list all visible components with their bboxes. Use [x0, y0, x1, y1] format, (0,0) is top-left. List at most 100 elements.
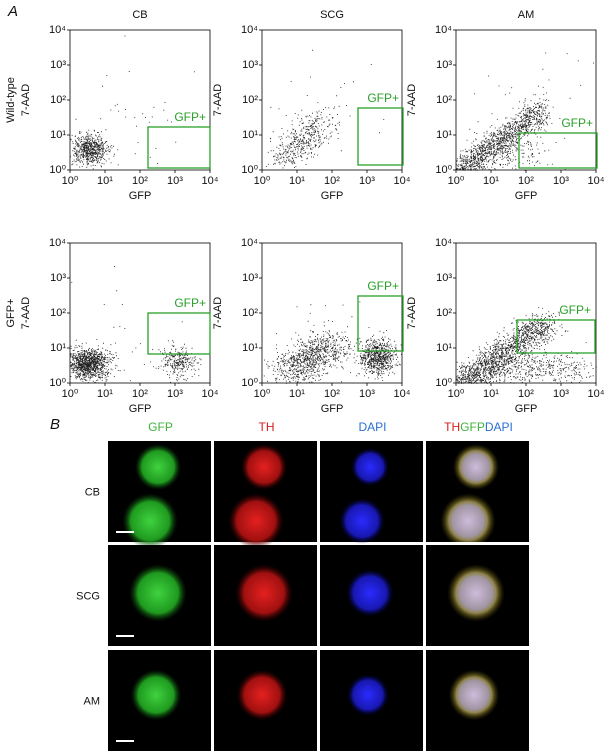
x-tick-label: 10¹ [483, 388, 499, 400]
y-tick-label: 10⁰ [435, 377, 452, 389]
cell-signal [122, 493, 178, 549]
cell-signal [235, 564, 293, 622]
x-tick-label: 10³ [167, 388, 183, 400]
gate-label: GFP+ [174, 296, 206, 310]
y-tick-label: 10² [242, 307, 258, 319]
cell-signal [339, 498, 385, 544]
event-dots [456, 52, 594, 171]
merge-title: THGFPDAPI [444, 420, 513, 434]
x-tick-label: 10⁴ [588, 175, 605, 187]
column-title: SCG [320, 9, 344, 21]
plot-frame [455, 29, 597, 171]
x-tick-label: 10⁴ [394, 388, 411, 400]
x-tick-label: 10² [132, 175, 148, 187]
y-tick-label: 10² [436, 307, 452, 319]
y-tick-label: 10⁴ [241, 24, 258, 36]
y-tick-label: 10³ [50, 59, 66, 71]
panel-label: B [50, 416, 60, 433]
x-tick-label: 10⁴ [588, 388, 605, 400]
y-axis-label: 7-AAD [20, 84, 32, 116]
x-axis-label: GFP [321, 190, 344, 202]
gate-label: GFP+ [559, 303, 591, 317]
y-tick-label: 10⁴ [241, 237, 258, 249]
x-tick-label: 10³ [167, 175, 183, 187]
cell-signal [236, 669, 288, 721]
y-tick-label: 10³ [436, 59, 452, 71]
channel-title: DAPI [358, 420, 386, 434]
y-tick-label: 10¹ [50, 342, 66, 354]
y-tick-label: 10⁰ [49, 164, 66, 176]
x-tick-label: 10¹ [97, 175, 113, 187]
x-tick-label: 10¹ [289, 175, 305, 187]
row-label: AM [84, 695, 101, 707]
event-dots [456, 307, 597, 384]
x-tick-label: 10⁰ [62, 175, 79, 187]
y-tick-label: 10² [436, 94, 452, 106]
x-axis-label: GFP [129, 190, 152, 202]
y-tick-label: 10¹ [242, 129, 258, 141]
y-tick-label: 10³ [436, 272, 452, 284]
gate [518, 132, 598, 169]
x-tick-label: 10² [132, 388, 148, 400]
gate [357, 107, 404, 166]
y-axis-label: 7-AAD [212, 84, 224, 116]
x-tick-label: 10¹ [289, 388, 305, 400]
y-tick-label: 10¹ [436, 342, 452, 354]
cell-signal [129, 564, 187, 622]
cell-signal [445, 498, 491, 544]
merge-part: DAPI [485, 420, 513, 434]
x-tick-label: 10⁰ [448, 175, 465, 187]
cell-signal [346, 569, 394, 617]
y-tick-label: 10¹ [242, 342, 258, 354]
gate-label: GFP+ [561, 116, 593, 130]
channel-title: TH [259, 420, 275, 434]
y-tick-label: 10⁴ [435, 24, 452, 36]
y-tick-label: 10¹ [50, 129, 66, 141]
x-tick-label: 10¹ [483, 175, 499, 187]
y-tick-label: 10² [50, 307, 66, 319]
gate-label: GFP+ [174, 110, 206, 124]
x-tick-label: 10⁴ [202, 175, 219, 187]
panel-label: A [7, 3, 18, 20]
cell-signal [351, 448, 389, 486]
y-tick-label: 10² [242, 94, 258, 106]
x-axis-label: GFP [321, 403, 344, 415]
x-tick-label: 10² [324, 175, 340, 187]
x-axis-label: GFP [515, 190, 538, 202]
y-tick-label: 10³ [242, 272, 258, 284]
gate [147, 312, 211, 355]
x-tick-label: 10² [518, 388, 534, 400]
y-tick-label: 10³ [242, 59, 258, 71]
y-tick-label: 10⁰ [241, 377, 258, 389]
y-tick-label: 10⁰ [435, 164, 452, 176]
gate [516, 319, 596, 354]
y-axis-label: 7-AAD [212, 297, 224, 329]
cell-signal [347, 674, 389, 716]
gate-label: GFP+ [367, 91, 399, 105]
y-axis-label: 7-AAD [406, 297, 418, 329]
y-tick-label: 10⁴ [435, 237, 452, 249]
cell-signal [453, 674, 495, 716]
x-axis-label: GFP [129, 403, 152, 415]
cell-signal [452, 569, 500, 617]
y-tick-label: 10² [50, 94, 66, 106]
row-label: CB [85, 486, 100, 498]
cell-signal [135, 444, 181, 490]
event-dots [265, 49, 385, 169]
row-label: GFP+ [5, 298, 17, 327]
y-axis-label: 7-AAD [406, 84, 418, 116]
y-axis-label: 7-AAD [20, 297, 32, 329]
x-tick-label: 10² [518, 175, 534, 187]
cell-signal [130, 669, 182, 721]
row-label: SCG [76, 590, 100, 602]
event-dots [263, 301, 402, 384]
cell-signal [241, 444, 287, 490]
cell-signal [457, 448, 495, 486]
channel-title: GFP [148, 420, 173, 434]
x-tick-label: 10³ [359, 388, 375, 400]
row-label: Wild-type [5, 77, 17, 123]
gate-label: GFP+ [367, 279, 399, 293]
merge-part: TH [444, 420, 460, 434]
y-tick-label: 10⁴ [49, 237, 66, 249]
